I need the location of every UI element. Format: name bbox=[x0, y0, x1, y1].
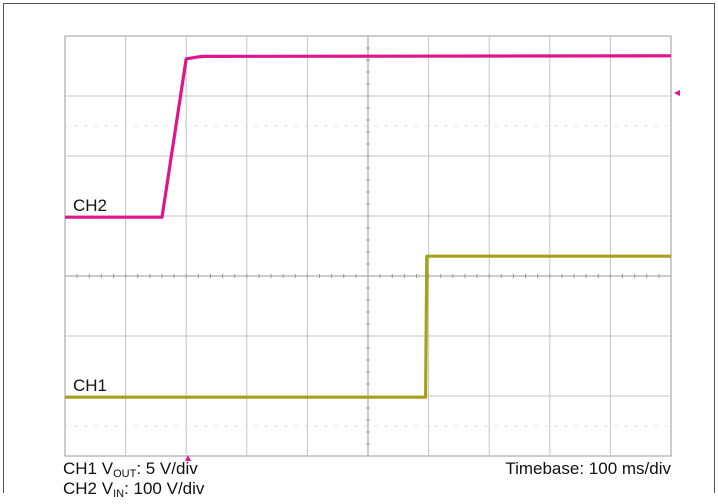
channel-label-ch2: CH2 bbox=[73, 196, 107, 215]
scope-frame: CH2 CH1 bbox=[3, 3, 715, 493]
ch1-caption-suffix: : 5 V/div bbox=[136, 459, 198, 478]
channel-label-ch1: CH1 bbox=[73, 376, 107, 395]
trigger-position-marker bbox=[185, 455, 191, 461]
ch2-scale-caption: CH2 VIN: 100 V/div bbox=[63, 479, 204, 504]
ch1-scale-caption: CH1 VOUT: 5 V/div bbox=[63, 459, 198, 484]
oscilloscope-plot: CH2 CH1 bbox=[64, 35, 680, 461]
trace-ch1 bbox=[65, 254, 671, 399]
trigger-level-marker bbox=[674, 90, 680, 96]
ch2-caption-suffix: : 100 V/div bbox=[124, 479, 205, 498]
timebase-caption: Timebase: 100 ms/div bbox=[505, 459, 671, 478]
ch2-caption-prefix: CH2 V bbox=[63, 479, 114, 498]
ch1-caption-prefix: CH1 V bbox=[63, 459, 114, 478]
ch1-caption-sub: OUT bbox=[113, 468, 137, 480]
ch2-caption-sub: IN bbox=[113, 488, 125, 500]
trace-ch2 bbox=[65, 54, 672, 219]
